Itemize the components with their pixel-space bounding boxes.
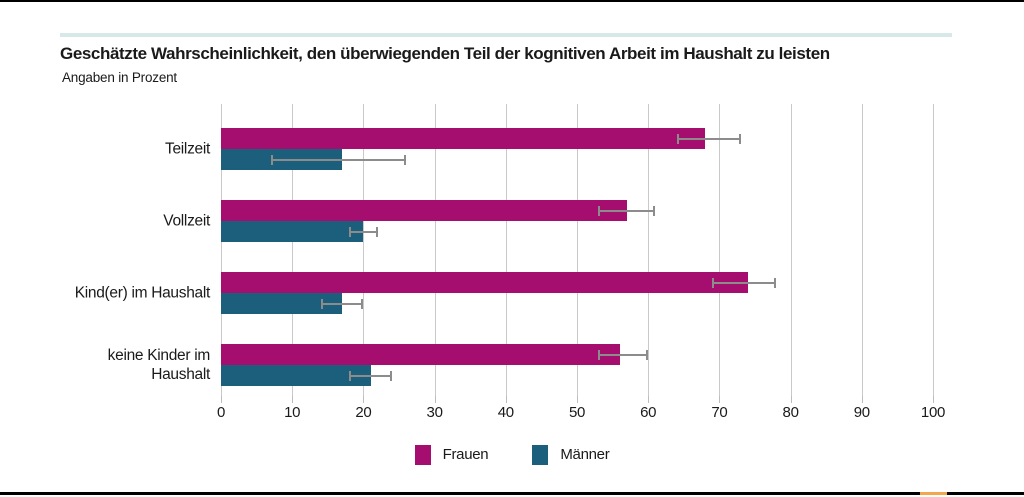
x-tick-mark-10 <box>292 396 294 403</box>
error-bar-frauen-row3 <box>712 277 777 288</box>
gridline-50 <box>577 104 578 396</box>
x-tick-mark-0 <box>221 396 222 403</box>
error-bar-left-cap <box>349 226 352 237</box>
chart-title: Geschätzte Wahrscheinlichkeit, den überw… <box>60 44 830 63</box>
x-tick-label-90: 90 <box>853 404 870 421</box>
error-bar-left-cap <box>676 133 679 144</box>
error-bar-line <box>598 209 656 212</box>
error-bar-line <box>712 281 777 284</box>
error-bar-line <box>270 158 407 161</box>
x-tick-label-10: 10 <box>284 404 301 421</box>
x-tick-mark-90 <box>861 396 863 403</box>
error-bar-line <box>349 374 392 377</box>
gridline-100 <box>933 104 934 396</box>
error-bar-right-cap <box>738 133 741 144</box>
error-bar-right-cap <box>375 226 378 237</box>
plot-area <box>221 104 934 396</box>
x-tick-mark-30 <box>434 396 436 403</box>
gridline-60 <box>648 104 650 396</box>
legend-swatch-männer <box>532 444 549 465</box>
x-tick-mark-20 <box>363 396 365 403</box>
gridline-80 <box>790 104 792 396</box>
error-bar-männer-row3 <box>320 298 364 309</box>
x-tick-mark-60 <box>648 396 650 403</box>
legend-item-frauen: Frauen <box>414 444 489 465</box>
x-tick-label-20: 20 <box>355 404 372 421</box>
error-bar-left-cap <box>349 370 352 381</box>
x-tick-label-60: 60 <box>640 404 657 421</box>
gridline-20 <box>363 104 365 396</box>
error-bar-frauen-row2 <box>598 205 656 216</box>
x-tick-label-0: 0 <box>216 404 226 421</box>
bar-frauen-row1 <box>221 128 706 149</box>
legend-label-männer: Männer <box>560 446 610 463</box>
title-accent-rule <box>60 33 952 37</box>
gridline-70 <box>719 104 721 396</box>
error-bar-line <box>598 353 649 356</box>
gridline-10 <box>292 104 294 396</box>
bar-männer-row4 <box>221 365 371 386</box>
x-tick-mark-50 <box>577 396 578 403</box>
legend-label-frauen: Frauen <box>442 446 489 463</box>
error-bar-line <box>676 137 741 140</box>
error-bar-right-cap <box>653 205 656 216</box>
error-bar-right-cap <box>389 370 392 381</box>
error-bar-frauen-row1 <box>676 133 741 144</box>
bar-frauen-row4 <box>221 344 620 365</box>
gridline-0 <box>221 104 222 396</box>
x-tick-mark-70 <box>719 396 721 403</box>
category-label-3: Kind(er) im Haushalt <box>74 284 211 302</box>
legend-swatch-frauen <box>414 444 431 465</box>
error-bar-right-cap <box>404 154 407 165</box>
bar-frauen-row2 <box>221 200 627 221</box>
error-bar-left-cap <box>712 277 715 288</box>
x-tick-label-80: 80 <box>782 404 799 421</box>
error-bar-left-cap <box>320 298 323 309</box>
bar-männer-row3 <box>221 293 343 314</box>
gridline-40 <box>505 104 507 396</box>
error-bar-left-cap <box>598 349 601 360</box>
x-tick-label-70: 70 <box>711 404 728 421</box>
category-label-1: Teilzeit <box>165 140 210 158</box>
bar-männer-row2 <box>221 221 364 242</box>
x-tick-mark-100 <box>933 396 934 403</box>
error-bar-männer-row1 <box>270 154 407 165</box>
x-tick-label-40: 40 <box>497 404 514 421</box>
window-top-edge <box>0 0 1024 2</box>
error-bar-right-cap <box>646 349 649 360</box>
x-tick-label-50: 50 <box>568 404 586 421</box>
category-label-4: keine Kinder im Haushalt <box>107 347 211 383</box>
bottom-accent-marker <box>920 492 947 495</box>
window-bottom-edge <box>0 492 1024 495</box>
gridline-30 <box>434 104 436 396</box>
x-tick-mark-40 <box>505 396 507 403</box>
error-bar-right-cap <box>774 277 777 288</box>
x-tick-label-100: 100 <box>920 404 946 421</box>
x-tick-mark-80 <box>790 396 792 403</box>
error-bar-left-cap <box>270 154 273 165</box>
legend-item-männer: Männer <box>532 444 610 465</box>
gridline-90 <box>861 104 863 396</box>
chart-subtitle: Angaben in Prozent <box>62 70 177 85</box>
error-bar-männer-row4 <box>349 370 392 381</box>
x-tick-label-30: 30 <box>426 404 443 421</box>
error-bar-line <box>320 302 364 305</box>
error-bar-männer-row2 <box>349 226 378 237</box>
legend: Frauen Männer <box>0 444 1024 465</box>
error-bar-frauen-row4 <box>598 349 649 360</box>
category-label-2: Vollzeit <box>163 212 210 230</box>
error-bar-left-cap <box>598 205 601 216</box>
error-bar-right-cap <box>361 298 364 309</box>
error-bar-line <box>349 230 378 233</box>
bar-frauen-row3 <box>221 272 748 293</box>
